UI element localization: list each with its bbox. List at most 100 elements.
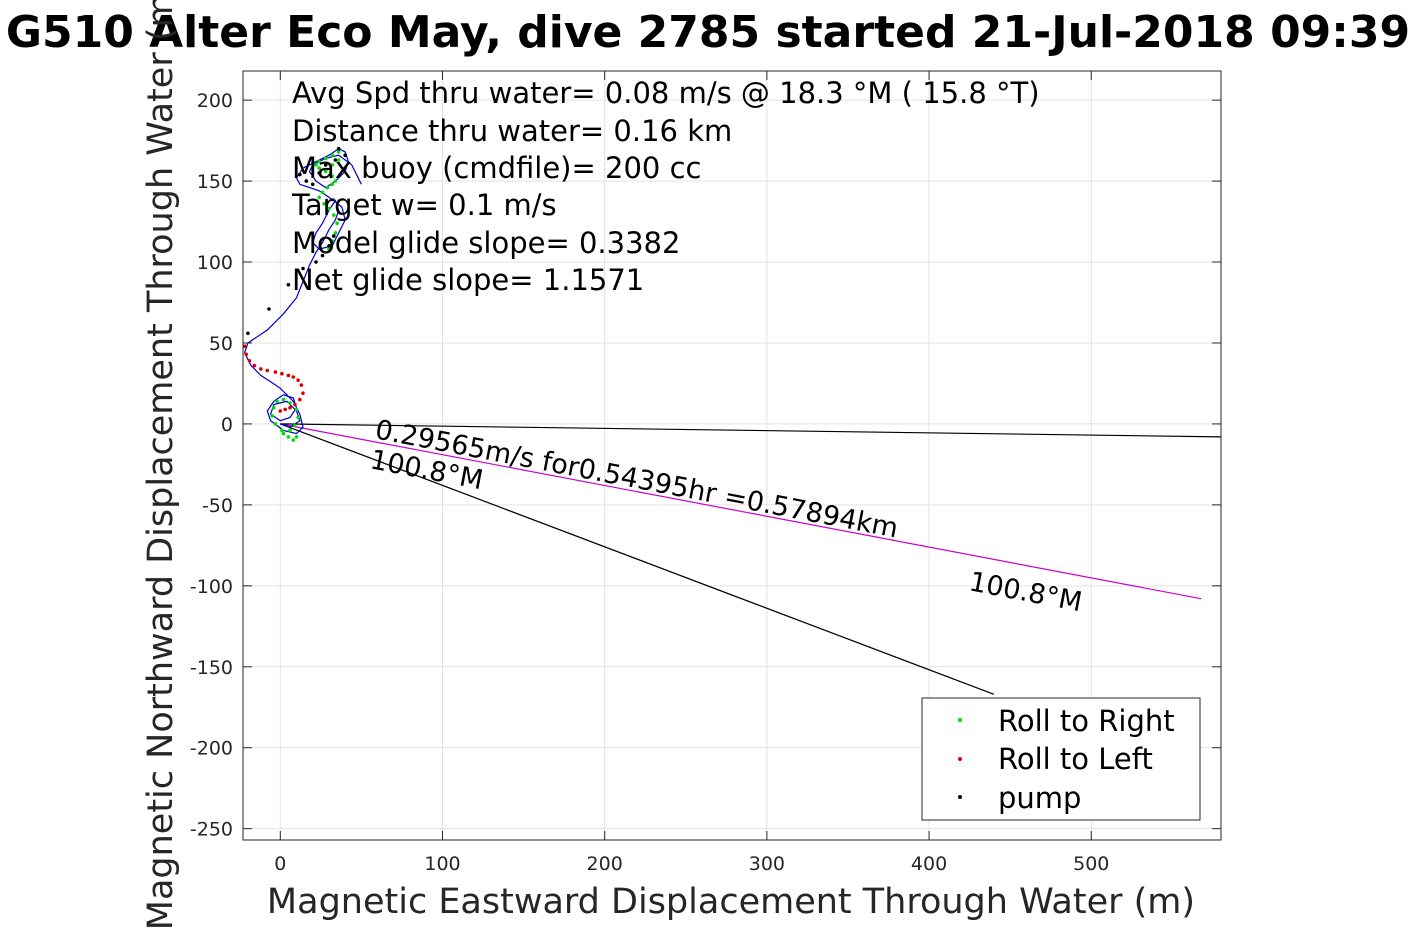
y-axis-title: Magnetic Northward Displacement Through … xyxy=(141,0,181,930)
data-point-roll-to-right xyxy=(281,397,286,402)
annotation-distance: Distance thru water= 0.16 km xyxy=(292,114,732,148)
legend-swatch-roll-right xyxy=(958,718,962,722)
data-point-roll-to-left xyxy=(242,344,247,349)
legend-swatch-roll-left xyxy=(958,757,962,761)
legend-box xyxy=(921,697,1201,821)
data-point-roll-to-right xyxy=(317,195,322,200)
data-point-pump xyxy=(336,146,341,151)
data-point-roll-to-left xyxy=(280,371,284,376)
data-point-roll-to-right xyxy=(317,166,322,170)
y-tick-label: -50 xyxy=(202,495,233,517)
y-tick-label: 100 xyxy=(197,252,233,274)
data-point-roll-to-right xyxy=(327,247,331,251)
data-point-roll-to-right xyxy=(335,221,339,225)
data-point-roll-to-left xyxy=(288,405,292,410)
stats-annotation: Avg Spd thru water= 0.08 m/s @ 18.3 °M (… xyxy=(291,76,1040,297)
data-point-roll-to-right xyxy=(330,153,335,157)
data-point-roll-to-left xyxy=(252,363,257,368)
x-tick-label: 300 xyxy=(749,853,785,875)
data-point-roll-to-left xyxy=(293,402,297,407)
data-point-roll-to-right xyxy=(296,415,300,420)
data-point-pump xyxy=(332,234,336,238)
series-line-current-vector xyxy=(280,423,1202,600)
data-point-roll-to-right xyxy=(273,422,278,426)
annotation-model-glide: Model glide slope= 0.3382 xyxy=(292,226,680,260)
data-point-roll-to-right xyxy=(293,423,297,428)
x-axis-title: Magnetic Eastward Displacement Through W… xyxy=(267,882,1195,922)
series-line-heading-ref-b xyxy=(280,423,995,695)
data-point-pump xyxy=(333,158,338,162)
data-point-roll-to-right xyxy=(330,174,335,178)
data-point-pump xyxy=(246,331,250,336)
y-tick-label: -250 xyxy=(190,819,233,841)
data-point-roll-to-right xyxy=(322,202,326,206)
data-point-roll-to-left xyxy=(244,352,248,357)
data-point-roll-to-right xyxy=(275,399,279,404)
y-tick-label: -200 xyxy=(190,738,233,760)
annotation-avg-speed: Avg Spd thru water= 0.08 m/s @ 18.3 °M (… xyxy=(292,76,1040,110)
series-line-trajectory xyxy=(243,148,362,435)
data-point-roll-to-right xyxy=(314,163,318,167)
data-point-roll-to-right xyxy=(325,185,330,190)
legend-label-pump: pump xyxy=(998,781,1081,815)
data-point-pump xyxy=(310,182,315,187)
data-point-pump xyxy=(267,307,271,311)
x-tick-label: 100 xyxy=(424,853,460,875)
data-point-roll-to-left xyxy=(286,373,291,378)
x-tick-label: 500 xyxy=(1073,853,1109,875)
y-tick-label: 150 xyxy=(197,171,233,193)
data-point-roll-to-right xyxy=(336,150,341,154)
axis-ticks: 0 100 200 300 400 500200150100500-50-100-150-… xyxy=(190,71,1221,875)
data-point-pump xyxy=(304,179,309,183)
lines-layer xyxy=(243,148,1222,695)
data-point-roll-to-right xyxy=(336,158,341,162)
data-point-pump xyxy=(343,153,348,157)
data-point-roll-to-right xyxy=(291,438,296,442)
x-tick-label: 200 xyxy=(587,853,623,875)
data-point-roll-to-right xyxy=(333,231,338,235)
data-point-roll-to-right xyxy=(327,206,331,211)
data-point-pump xyxy=(314,260,318,264)
data-point-roll-to-left xyxy=(283,407,288,412)
annotation-target-w: Target w= 0.1 m/s xyxy=(291,188,557,222)
series-line-heading-ref-a xyxy=(280,423,1222,438)
grid xyxy=(243,71,1221,840)
data-point-roll-to-right xyxy=(333,179,338,183)
y-tick-label: -150 xyxy=(190,657,233,679)
data-point-pump xyxy=(301,266,305,271)
data-point-pump xyxy=(327,244,331,248)
data-point-roll-to-left xyxy=(299,383,304,387)
legend-label-roll-right: Roll to Right xyxy=(998,704,1175,738)
y-tick-label: 0 xyxy=(221,414,233,436)
data-point-roll-to-right xyxy=(294,435,299,439)
data-point-roll-to-right xyxy=(323,156,328,161)
data-point-roll-to-right xyxy=(330,182,335,187)
data-point-roll-to-right xyxy=(270,414,275,418)
y-tick-label: 50 xyxy=(209,333,233,355)
y-tick-label: -100 xyxy=(190,576,233,598)
data-point-roll-to-left xyxy=(265,368,270,373)
data-point-roll-to-right xyxy=(272,405,276,410)
data-point-pump xyxy=(320,253,325,258)
data-point-roll-to-left xyxy=(259,367,263,371)
x-tick-label: 0 xyxy=(274,853,286,875)
data-point-pump xyxy=(298,172,302,177)
data-point-roll-to-left xyxy=(301,391,305,396)
data-point-roll-to-right xyxy=(288,428,292,433)
data-point-roll-to-right xyxy=(286,435,291,439)
data-point-roll-to-right xyxy=(320,190,325,195)
data-point-pump xyxy=(317,171,322,175)
legend-label-roll-left: Roll to Left xyxy=(998,742,1153,776)
data-point-roll-to-right xyxy=(330,163,335,167)
annotation-max-buoy: Max buoy (cmdfile)= 200 cc xyxy=(292,151,701,185)
data-point-roll-to-right xyxy=(332,213,336,217)
data-point-roll-to-right xyxy=(330,239,335,243)
data-point-roll-to-right xyxy=(281,431,286,436)
x-tick-label: 400 xyxy=(911,853,947,875)
data-point-pump xyxy=(286,282,291,287)
data-point-roll-to-right xyxy=(317,159,322,164)
points-layer xyxy=(242,146,348,442)
annotation-net-glide: Net glide slope= 1.1571 xyxy=(292,263,644,297)
y-tick-label: 200 xyxy=(197,90,233,112)
